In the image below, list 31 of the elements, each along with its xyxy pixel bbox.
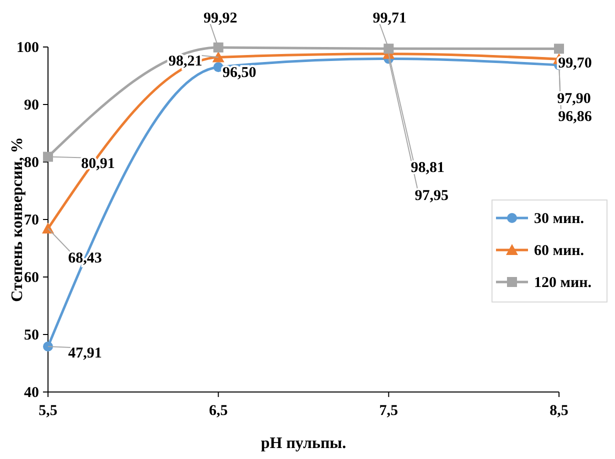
y-axis-title: Степень конверсии, % <box>9 137 26 302</box>
data-label: 96,86 <box>558 109 592 126</box>
y-tick-label: 40 <box>24 385 39 401</box>
point <box>213 42 224 52</box>
x-tick-label: 7,5 <box>379 403 398 419</box>
y-tick-label: 90 <box>24 98 39 114</box>
data-label: 98,81 <box>410 160 445 176</box>
data-label: 98,21 <box>168 53 202 70</box>
point <box>212 51 224 62</box>
x-tick-label: 5,5 <box>38 403 58 419</box>
x-axis-title: pH пульпы. <box>260 435 346 452</box>
data-label: 99,71 <box>372 10 407 27</box>
data-label: 99,92 <box>203 10 238 26</box>
y-tick-label: 100 <box>16 40 39 56</box>
point <box>43 342 53 352</box>
legend-label: 60 мин. <box>534 243 584 259</box>
data-label: 97,90 <box>557 91 591 108</box>
data-label: 47,91 <box>68 346 102 362</box>
x-tick-label: 8,5 <box>550 403 568 419</box>
x-tick-label: 6,5 <box>208 403 228 419</box>
data-label: 96,50 <box>222 65 256 82</box>
legend-label: 30 мин. <box>534 211 584 227</box>
legend-label: 120 мин. <box>534 275 592 291</box>
point <box>554 44 564 54</box>
y-tick-label: 60 <box>24 270 39 286</box>
point <box>384 44 394 54</box>
y-tick-label: 80 <box>24 155 39 171</box>
y-tick-label: 70 <box>24 212 39 228</box>
data-label: 97,95 <box>414 188 449 204</box>
y-tick-label: 50 <box>24 328 39 344</box>
point <box>43 152 53 162</box>
